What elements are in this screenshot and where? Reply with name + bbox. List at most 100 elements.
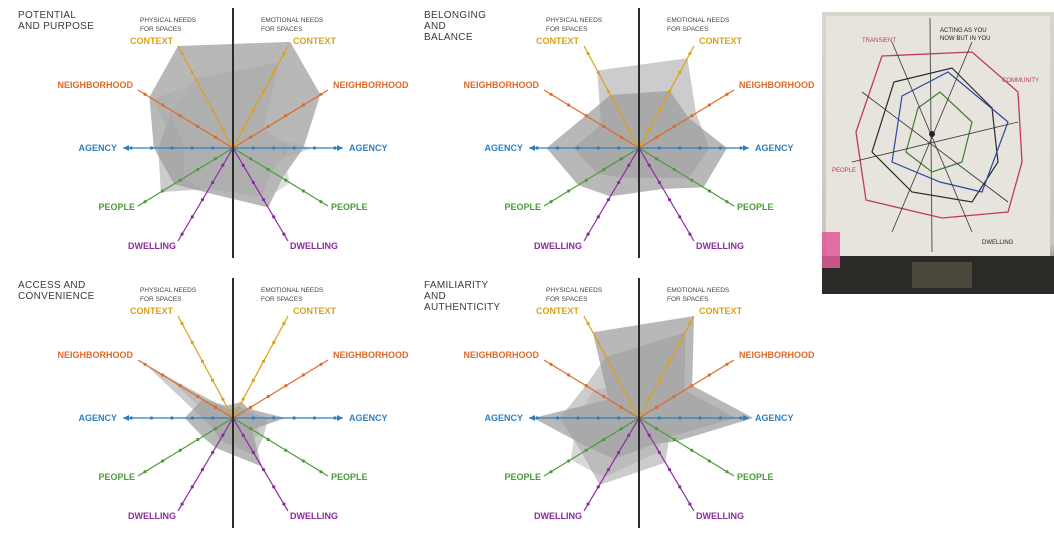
axis-spoke-dwelling bbox=[177, 147, 234, 242]
axis-tick-dot bbox=[667, 198, 672, 202]
axis-label-people: PEOPLE bbox=[737, 202, 774, 212]
axis-tick-dot bbox=[200, 359, 205, 363]
axis-tick-dot bbox=[555, 416, 560, 420]
axis-label-agency: AGENCY bbox=[349, 143, 388, 153]
axis-tick-dot bbox=[213, 135, 218, 139]
axis-tick-dot bbox=[654, 405, 659, 409]
axis-tick-dot bbox=[690, 384, 694, 388]
axis-tick-dot bbox=[272, 215, 276, 219]
axis-tick-dot bbox=[596, 146, 600, 150]
axis-tick-dot bbox=[266, 394, 270, 399]
axis-tick-dot bbox=[567, 189, 571, 193]
axis-tick-dot bbox=[161, 459, 165, 463]
axis-tick-dot bbox=[149, 146, 154, 150]
axis-tick-dot bbox=[211, 416, 215, 420]
axis-tick-dot bbox=[690, 448, 694, 452]
axis-label-context: CONTEXT bbox=[536, 36, 580, 46]
axis-tick-dot bbox=[180, 232, 184, 236]
axis-label-people: PEOPLE bbox=[331, 472, 368, 482]
axis-tick-dot bbox=[319, 362, 323, 366]
axis-tick-dot bbox=[213, 157, 218, 161]
axis-tick-dot bbox=[606, 198, 611, 202]
panel-title: BELONGING AND BALANCE bbox=[424, 10, 487, 43]
axis-label-people: PEOPLE bbox=[504, 202, 541, 212]
axis-label-context: CONTEXT bbox=[293, 36, 337, 46]
axis-tick-dot bbox=[272, 340, 276, 345]
axis-tick-dot bbox=[284, 178, 288, 182]
axis-tick-dot bbox=[718, 146, 723, 150]
axis-tick-dot bbox=[672, 124, 676, 129]
axis-tick-dot bbox=[266, 167, 270, 172]
axis-tick-dot bbox=[567, 103, 571, 107]
emotional-needs-header: EMOTIONAL NEEDS bbox=[261, 17, 324, 24]
radar-series-group bbox=[546, 58, 727, 197]
radar-chart: CONTEXT NEIGHBORHOOD AGENCY PEOPLE DWELLING D… bbox=[57, 278, 409, 528]
axis-tick-dot bbox=[678, 70, 682, 75]
axis-tick-dot bbox=[251, 180, 255, 185]
axis-tick-dot bbox=[690, 178, 694, 182]
axis-label-neighborhood: NEIGHBORHOOD bbox=[463, 80, 539, 90]
axis-tick-dot bbox=[678, 416, 682, 420]
axis-spoke-neighborhood bbox=[137, 359, 234, 419]
axis-tick-dot bbox=[654, 427, 659, 431]
axis-label-neighborhood: NEIGHBORHOOD bbox=[739, 350, 815, 360]
emotional-needs-header: EMOTIONAL NEEDS bbox=[261, 287, 324, 294]
axis-tick-dot bbox=[602, 124, 606, 129]
axis-spoke-context bbox=[177, 45, 234, 149]
axis-tick-dot bbox=[251, 450, 255, 455]
axis-tick-dot bbox=[535, 416, 539, 420]
physical-needs-header: FOR SPACES bbox=[140, 26, 182, 33]
axis-tick-dot bbox=[627, 397, 631, 401]
emotional-needs-header: EMOTIONAL NEEDS bbox=[667, 287, 730, 294]
axis-tick-dot bbox=[619, 135, 624, 139]
axis-spoke-dwelling bbox=[583, 147, 640, 242]
axis-arrowhead bbox=[743, 145, 749, 151]
axis-tick-dot bbox=[654, 135, 659, 139]
axis-spoke-dwelling bbox=[583, 417, 640, 512]
axis-tick-dot bbox=[654, 157, 659, 161]
axis-tick-dot bbox=[266, 437, 270, 442]
radar-series-group bbox=[533, 316, 754, 485]
axis-tick-dot bbox=[619, 157, 624, 161]
axis-tick-dot bbox=[333, 146, 337, 150]
axis-tick-dot bbox=[284, 448, 288, 452]
axis-tick-dot bbox=[248, 405, 253, 409]
axis-tick-dot bbox=[535, 146, 539, 150]
axis-label-agency: AGENCY bbox=[484, 143, 523, 153]
radar-series-area bbox=[172, 380, 260, 444]
axis-label-neighborhood: NEIGHBORHOOD bbox=[57, 350, 133, 360]
axis-tick-dot bbox=[301, 189, 305, 193]
axis-tick-dot bbox=[617, 180, 621, 185]
whiteboard-sketch-image: ACTING AS YOU NOW BUT IN YOU TRANSIENT C… bbox=[822, 12, 1054, 294]
axis-tick-dot bbox=[178, 448, 182, 452]
axis-tick-dot bbox=[647, 127, 651, 131]
axis-tick-dot bbox=[584, 114, 588, 118]
axis-spoke-dwelling bbox=[638, 147, 695, 242]
axis-tick-dot bbox=[301, 373, 305, 377]
axis-tick-dot bbox=[180, 51, 184, 56]
axis-tick-dot bbox=[319, 470, 323, 474]
emotional-needs-header: FOR SPACES bbox=[261, 26, 303, 33]
axis-tick-dot bbox=[596, 215, 600, 219]
physical-needs-header: FOR SPACES bbox=[546, 296, 588, 303]
axis-label-people: PEOPLE bbox=[98, 472, 135, 482]
axis-tick-dot bbox=[725, 470, 729, 474]
axis-label-context: CONTEXT bbox=[699, 306, 743, 316]
axis-tick-dot bbox=[200, 468, 205, 472]
axis-tick-dot bbox=[261, 89, 266, 93]
axis-tick-dot bbox=[272, 70, 276, 75]
physical-needs-header: FOR SPACES bbox=[140, 296, 182, 303]
emotional-needs-header: EMOTIONAL NEEDS bbox=[667, 17, 730, 24]
axis-tick-dot bbox=[718, 416, 723, 420]
axis-tick-dot bbox=[301, 459, 305, 463]
axis-tick-dot bbox=[248, 427, 253, 431]
axis-tick-dot bbox=[725, 362, 729, 366]
axis-tick-dot bbox=[221, 127, 225, 131]
radar-panel-access-and-convenience: ACCESS AND CONVENIENCE CONTEXT NEIGHBORHO… bbox=[0, 270, 410, 535]
axis-spoke-people bbox=[638, 147, 735, 207]
axis-tick-dot bbox=[606, 468, 611, 472]
axis-spoke-neighborhood bbox=[232, 89, 329, 149]
axis-label-neighborhood: NEIGHBORHOOD bbox=[57, 80, 133, 90]
photo-note: DWELLING bbox=[982, 240, 1014, 246]
radar-series-group bbox=[149, 41, 321, 208]
